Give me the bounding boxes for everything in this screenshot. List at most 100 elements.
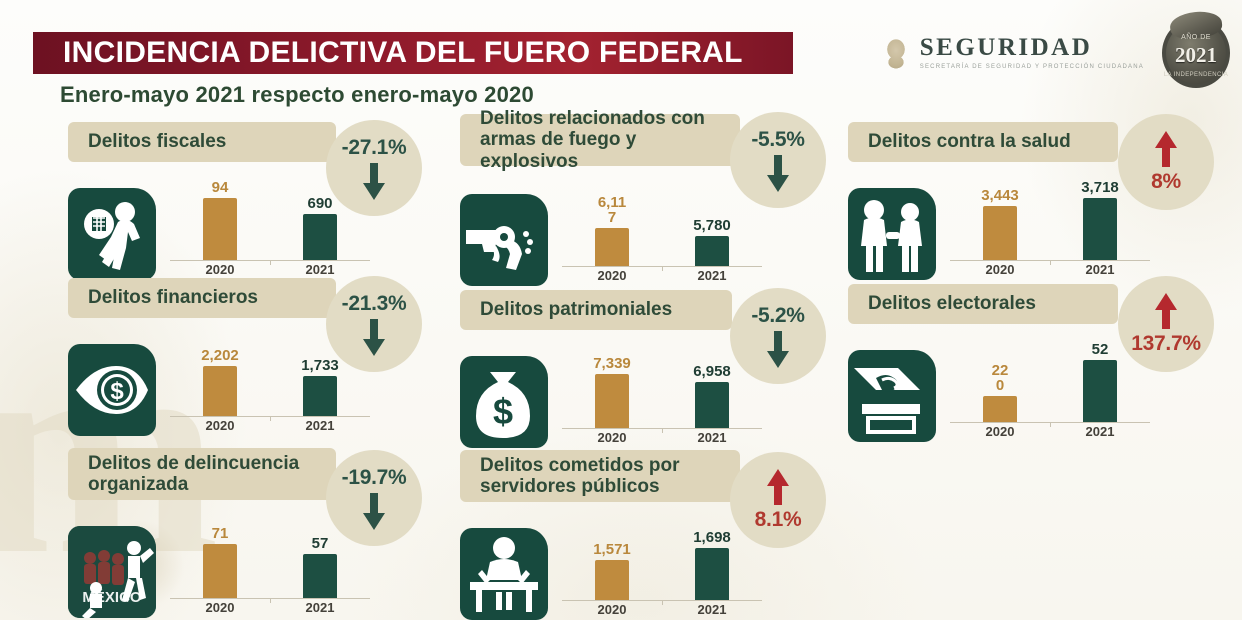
change-badge: 137.7% xyxy=(1118,276,1214,372)
seal-top-label: AÑO DE xyxy=(1181,34,1211,41)
bar-chart: 22 0 52 2020 2021 xyxy=(950,330,1150,442)
card-armas-de-fuego: Delitos relacionados con armas de fuego … xyxy=(460,108,826,286)
header-logos: SEGURIDAD SECRETARÍA DE SEGURIDAD Y PROT… xyxy=(880,9,1234,92)
axis-label-2021: 2021 xyxy=(305,418,335,433)
bars: 1,571 1,698 xyxy=(562,514,762,600)
card-body: 3,443 3,718 2020 2021 xyxy=(848,168,1198,280)
bar-2021: 5,780 xyxy=(662,180,762,266)
card-header: Delitos de delincuencia organizada xyxy=(68,448,336,500)
bars: 71 57 xyxy=(170,512,370,598)
commemorative-seal-icon: AÑO DE 2021 LA INDEPENDENCIA xyxy=(1158,9,1234,92)
bar-value-2020: 3,443 xyxy=(981,187,1019,205)
bars: 6,11 7 5,780 xyxy=(562,180,762,266)
bar-2020: 71 xyxy=(170,512,270,598)
bar-2020: 22 0 xyxy=(950,336,1050,422)
axis-label-2020: 2020 xyxy=(985,424,1015,439)
arrow-down-icon xyxy=(359,492,389,531)
axis-labels: 2020 2021 xyxy=(170,418,370,436)
axis-labels: 2020 2021 xyxy=(950,262,1150,280)
card-header: Delitos relacionados con armas de fuego … xyxy=(460,108,740,172)
change-badge: -21.3% xyxy=(326,276,422,372)
bar-value-2020: 94 xyxy=(211,179,229,197)
bars: 3,443 3,718 xyxy=(950,174,1150,260)
seguridad-logo-text: SEGURIDAD SECRETARÍA DE SEGURIDAD Y PROT… xyxy=(920,35,1144,70)
arrow-down-icon xyxy=(763,154,793,193)
card-title: Delitos relacionados con armas de fuego … xyxy=(480,108,705,172)
axis-tick xyxy=(270,598,271,603)
card-title: Delitos electorales xyxy=(868,293,1036,315)
bars: 2,202 1,733 xyxy=(170,330,370,416)
bar-value-2020: 1,571 xyxy=(593,541,631,559)
axis-labels: 2020 2021 xyxy=(170,262,370,280)
eagle-emblem-icon xyxy=(880,35,911,69)
bars: 7,339 6,958 xyxy=(562,342,762,428)
bar-rect-2020 xyxy=(203,198,237,260)
card-header: Delitos patrimoniales xyxy=(460,290,732,330)
bars: 22 0 52 xyxy=(950,336,1150,422)
axis-tick xyxy=(662,266,663,271)
bar-2021: 6,958 xyxy=(662,342,762,428)
axis-tick xyxy=(1050,260,1051,265)
bar-2021: 52 xyxy=(1050,336,1150,422)
bar-chart: 71 57 2020 2021 xyxy=(170,506,370,618)
axis-label-2020: 2020 xyxy=(205,600,235,615)
seal-year: 2021 xyxy=(1175,42,1217,67)
bar-value-2021: 1,698 xyxy=(693,529,731,547)
axis-labels: 2020 2021 xyxy=(170,600,370,618)
bar-rect-2020 xyxy=(983,396,1017,422)
card-delincuencia-organizada: Delitos de delincuencia organizada -19.7… xyxy=(68,448,422,618)
bars: 94 690 xyxy=(170,174,370,260)
card-title: Delitos financieros xyxy=(88,287,258,309)
arrow-up-icon xyxy=(763,468,793,506)
card-title: Delitos de delincuencia organizada xyxy=(88,452,300,495)
page-title: INCIDENCIA DELICTIVA DEL FUERO FEDERAL xyxy=(63,36,743,69)
svg-text:MÉXICO: MÉXICO xyxy=(82,589,142,606)
card-body: 6,11 7 5,780 2020 2021 xyxy=(460,174,810,286)
svg-text:$: $ xyxy=(110,378,124,405)
ballot-box-icon xyxy=(848,350,936,442)
axis-tick xyxy=(662,600,663,605)
arrow-down-icon xyxy=(359,162,389,201)
change-percent: -21.3% xyxy=(341,291,407,315)
axis-label-2020: 2020 xyxy=(597,268,627,283)
axis-tick xyxy=(270,260,271,265)
card-delitos-patrimoniales: Delitos patrimoniales -5.2% $ 7,339 xyxy=(460,288,826,448)
axis-label-2021: 2021 xyxy=(305,262,335,277)
bar-2020: 1,571 xyxy=(562,514,662,600)
bar-chart: 2,202 1,733 2020 2021 xyxy=(170,324,370,436)
bar-value-2020: 6,11 7 xyxy=(597,193,627,227)
change-badge: 8% xyxy=(1118,114,1214,210)
bar-value-2021: 1,733 xyxy=(301,357,339,375)
change-percent: 8.1% xyxy=(754,508,802,531)
card-header: Delitos financieros xyxy=(68,278,336,318)
bar-value-2020: 22 0 xyxy=(991,361,1009,395)
bar-value-2021: 690 xyxy=(307,195,333,213)
bar-value-2020: 7,339 xyxy=(593,355,631,373)
bar-chart: 6,11 7 5,780 2020 2021 xyxy=(562,174,762,286)
bar-rect-2021 xyxy=(695,236,729,266)
change-badge: -27.1% xyxy=(326,120,422,216)
bar-value-2021: 3,718 xyxy=(1081,179,1119,197)
revolver-icon xyxy=(460,194,548,286)
axis-labels: 2020 2021 xyxy=(950,424,1150,442)
bar-rect-2020 xyxy=(203,544,237,598)
bar-rect-2021 xyxy=(1083,198,1117,260)
card-servidores-publicos: Delitos cometidos por servidores público… xyxy=(460,450,826,620)
bar-2020: 94 xyxy=(170,174,270,260)
card-title: Delitos contra la salud xyxy=(868,131,1071,153)
bar-rect-2021 xyxy=(303,554,337,598)
bar-rect-2021 xyxy=(1083,360,1117,422)
bar-value-2021: 57 xyxy=(311,535,329,553)
bar-rect-2020 xyxy=(203,366,237,416)
bar-2021: 57 xyxy=(270,512,370,598)
seguridad-logo-title: SEGURIDAD xyxy=(919,33,1093,61)
two-people-icon xyxy=(848,188,936,280)
seal-bottom-label: LA INDEPENDENCIA xyxy=(1163,72,1229,78)
bar-rect-2021 xyxy=(695,382,729,428)
bar-rect-2020 xyxy=(595,228,629,266)
card-body: $ 7,339 6,958 2020 xyxy=(460,336,810,448)
axis-labels: 2020 2021 xyxy=(562,430,762,448)
seguridad-logo: SEGURIDAD SECRETARÍA DE SEGURIDAD Y PROT… xyxy=(880,35,1144,70)
card-title: Delitos patrimoniales xyxy=(480,299,673,321)
organized-crime-icon: MÉXICO xyxy=(68,526,156,618)
